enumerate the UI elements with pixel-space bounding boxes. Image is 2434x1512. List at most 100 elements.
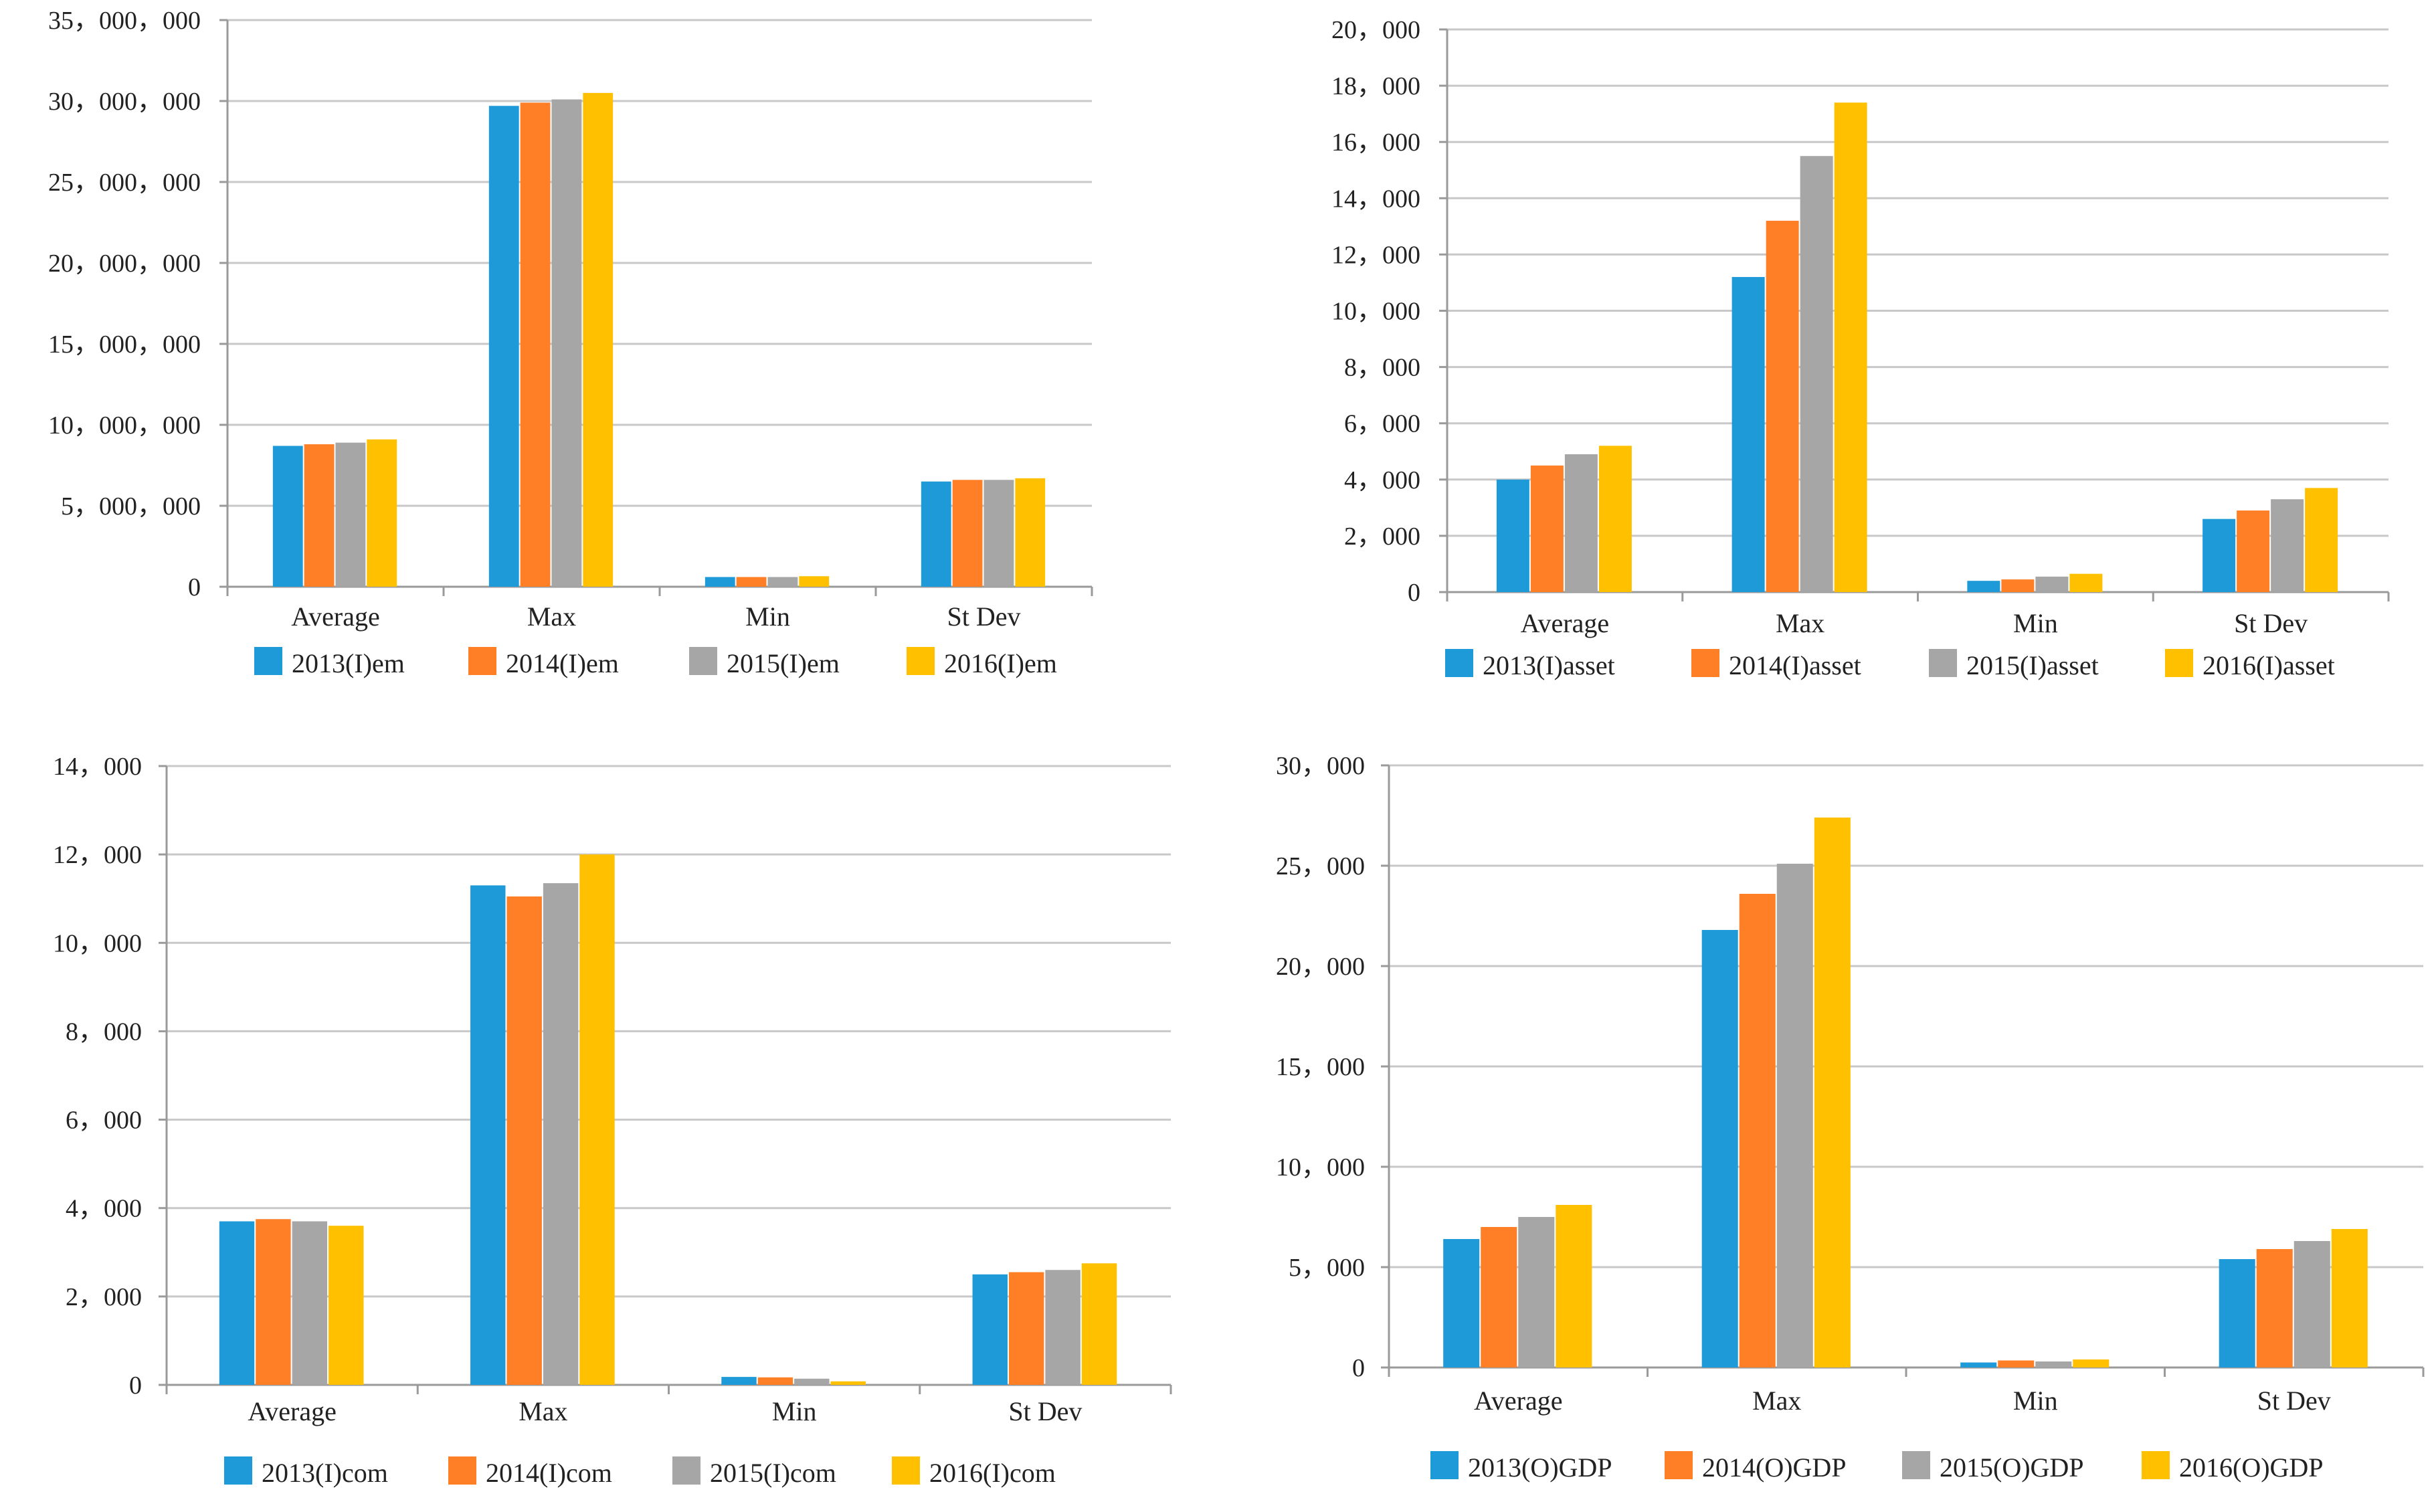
bar-2014-i-em-min [736, 577, 767, 587]
bar-2015-o-gdp-max [1776, 864, 1813, 1367]
bar-2015-i-em-min [767, 577, 798, 587]
y-tick-label: 8，000 [1344, 354, 1420, 382]
x-category-label: Average [291, 601, 380, 632]
bar-2016-o-gdp-average [1556, 1205, 1592, 1367]
legend-label: 2014(O)GDP [1702, 1452, 1847, 1483]
bar-2014-i-com-max [506, 896, 542, 1385]
legend-swatch [1430, 1451, 1459, 1479]
y-tick-label: 35，000，000 [48, 7, 201, 35]
bar-2014-i-com-average [256, 1219, 291, 1385]
x-category-label: Min [745, 601, 790, 632]
y-tick-label: 2，000 [1344, 523, 1420, 551]
bar-2016-i-asset-max [1834, 102, 1867, 592]
y-tick-label: 5，000 [1289, 1254, 1365, 1282]
legend-swatch [1929, 649, 1957, 677]
y-tick-label: 10，000 [53, 929, 142, 957]
legend-label: 2016(I)asset [2203, 650, 2335, 680]
bar-2014-i-em-max [520, 102, 551, 587]
bar-2014-i-em-average [304, 444, 335, 587]
bar-2016-i-em-max [583, 92, 614, 587]
legend-swatch [1665, 1451, 1693, 1479]
y-tick-label: 0 [129, 1372, 142, 1400]
y-tick-label: 4，000 [66, 1195, 142, 1223]
bar-2016-i-em-average [367, 439, 397, 587]
y-tick-label: 30，000 [1276, 752, 1365, 780]
bar-2014-o-gdp-min [1998, 1360, 2035, 1367]
bar-2015-i-asset-min [2035, 576, 2069, 592]
y-tick-label: 0 [1408, 579, 1420, 607]
y-tick-label: 14，000 [53, 753, 142, 781]
y-tick-label: 5，000，000 [61, 492, 201, 521]
legend-label: 2013(I)asset [1483, 650, 1615, 680]
legend-swatch [224, 1456, 252, 1485]
chart-panel-com: 0 2，000 4，000 6，000 8，000 10，000 12，000 14，000 A… [53, 753, 1172, 1488]
bar-2016-o-gdp-st-dev [2331, 1229, 2368, 1367]
legend-swatch [907, 647, 935, 675]
bar-2015-i-em-max [551, 99, 582, 587]
legend-swatch [1902, 1451, 1930, 1479]
y-tick-label: 30，000，000 [48, 88, 201, 116]
y-tick-label: 20，000 [1331, 16, 1420, 44]
y-tick-label: 6，000 [66, 1107, 142, 1135]
bar-2014-i-asset-st-dev [2237, 510, 2270, 592]
y-tick-label: 25，000，000 [48, 169, 201, 197]
x-category-label: Min [2013, 1386, 2058, 1416]
bar-2014-o-gdp-max [1739, 894, 1776, 1367]
bar-2016-i-asset-st-dev [2305, 488, 2338, 592]
bar-2016-i-com-min [830, 1381, 866, 1385]
bar-2016-i-com-average [329, 1226, 364, 1385]
legend-swatch [2142, 1451, 2170, 1479]
bar-2013-i-asset-average [1496, 479, 1529, 592]
x-category-label: St Dev [2257, 1386, 2331, 1416]
legend-swatch [1691, 649, 1719, 677]
legend-label: 2016(I)em [944, 648, 1057, 678]
bar-2013-o-gdp-max [1701, 930, 1738, 1367]
bar-2015-i-em-average [335, 442, 366, 587]
legend-swatch [448, 1456, 476, 1485]
chart-panel-asset: 0 2，000 4，000 6，000 8，000 10，000 12，000 14，000 1… [1331, 16, 2390, 680]
x-category-label: Max [1752, 1386, 1801, 1416]
y-tick-label: 12，000 [53, 841, 142, 869]
legend-label: 2015(I)com [710, 1458, 836, 1488]
x-category-label: St Dev [2234, 608, 2308, 638]
legend-label: 2013(O)GDP [1468, 1452, 1612, 1483]
bar-2013-i-com-min [721, 1377, 757, 1385]
legend-label: 2013(I)com [262, 1458, 388, 1488]
legend-swatch [1445, 649, 1473, 677]
bar-2013-i-em-average [272, 446, 303, 587]
y-tick-label: 25，000 [1276, 852, 1365, 880]
legend-swatch [254, 647, 282, 675]
bar-2016-i-com-st-dev [1081, 1263, 1117, 1385]
x-category-label: Average [1521, 608, 1610, 638]
y-tick-label: 8，000 [66, 1018, 142, 1046]
bar-2015-o-gdp-average [1518, 1217, 1555, 1367]
y-tick-label: 12，000 [1331, 241, 1420, 269]
y-tick-label: 4，000 [1344, 466, 1420, 494]
bar-2013-i-em-st-dev [921, 481, 951, 587]
legend-swatch [689, 647, 717, 675]
bar-2015-i-com-st-dev [1045, 1270, 1081, 1385]
legend-label: 2016(I)com [929, 1458, 1056, 1488]
legend-swatch [672, 1456, 700, 1485]
bar-2015-i-asset-max [1800, 156, 1833, 593]
bar-2014-o-gdp-st-dev [2256, 1249, 2293, 1367]
y-tick-label: 15，000，000 [48, 330, 201, 359]
bar-2013-i-em-max [488, 106, 519, 587]
bar-2015-i-com-max [543, 883, 579, 1385]
x-category-label: Average [1474, 1386, 1563, 1416]
bar-2015-i-em-st-dev [984, 480, 1014, 587]
bar-2014-i-com-st-dev [1008, 1272, 1044, 1385]
legend-label: 2014(I)com [486, 1458, 612, 1488]
legend-label: 2014(I)em [506, 648, 619, 678]
x-category-label: Average [248, 1396, 337, 1426]
y-tick-label: 10，000 [1276, 1153, 1365, 1182]
x-category-label: St Dev [947, 601, 1021, 632]
legend-label: 2014(I)asset [1729, 650, 1861, 680]
x-category-label: St Dev [1008, 1396, 1082, 1426]
y-tick-label: 6，000 [1344, 410, 1420, 438]
legend-swatch [892, 1456, 920, 1485]
bar-2014-i-asset-min [2001, 579, 2035, 592]
bar-2013-i-em-min [705, 577, 735, 587]
bar-2015-i-asset-average [1564, 454, 1598, 592]
y-tick-label: 20，000，000 [48, 250, 201, 278]
